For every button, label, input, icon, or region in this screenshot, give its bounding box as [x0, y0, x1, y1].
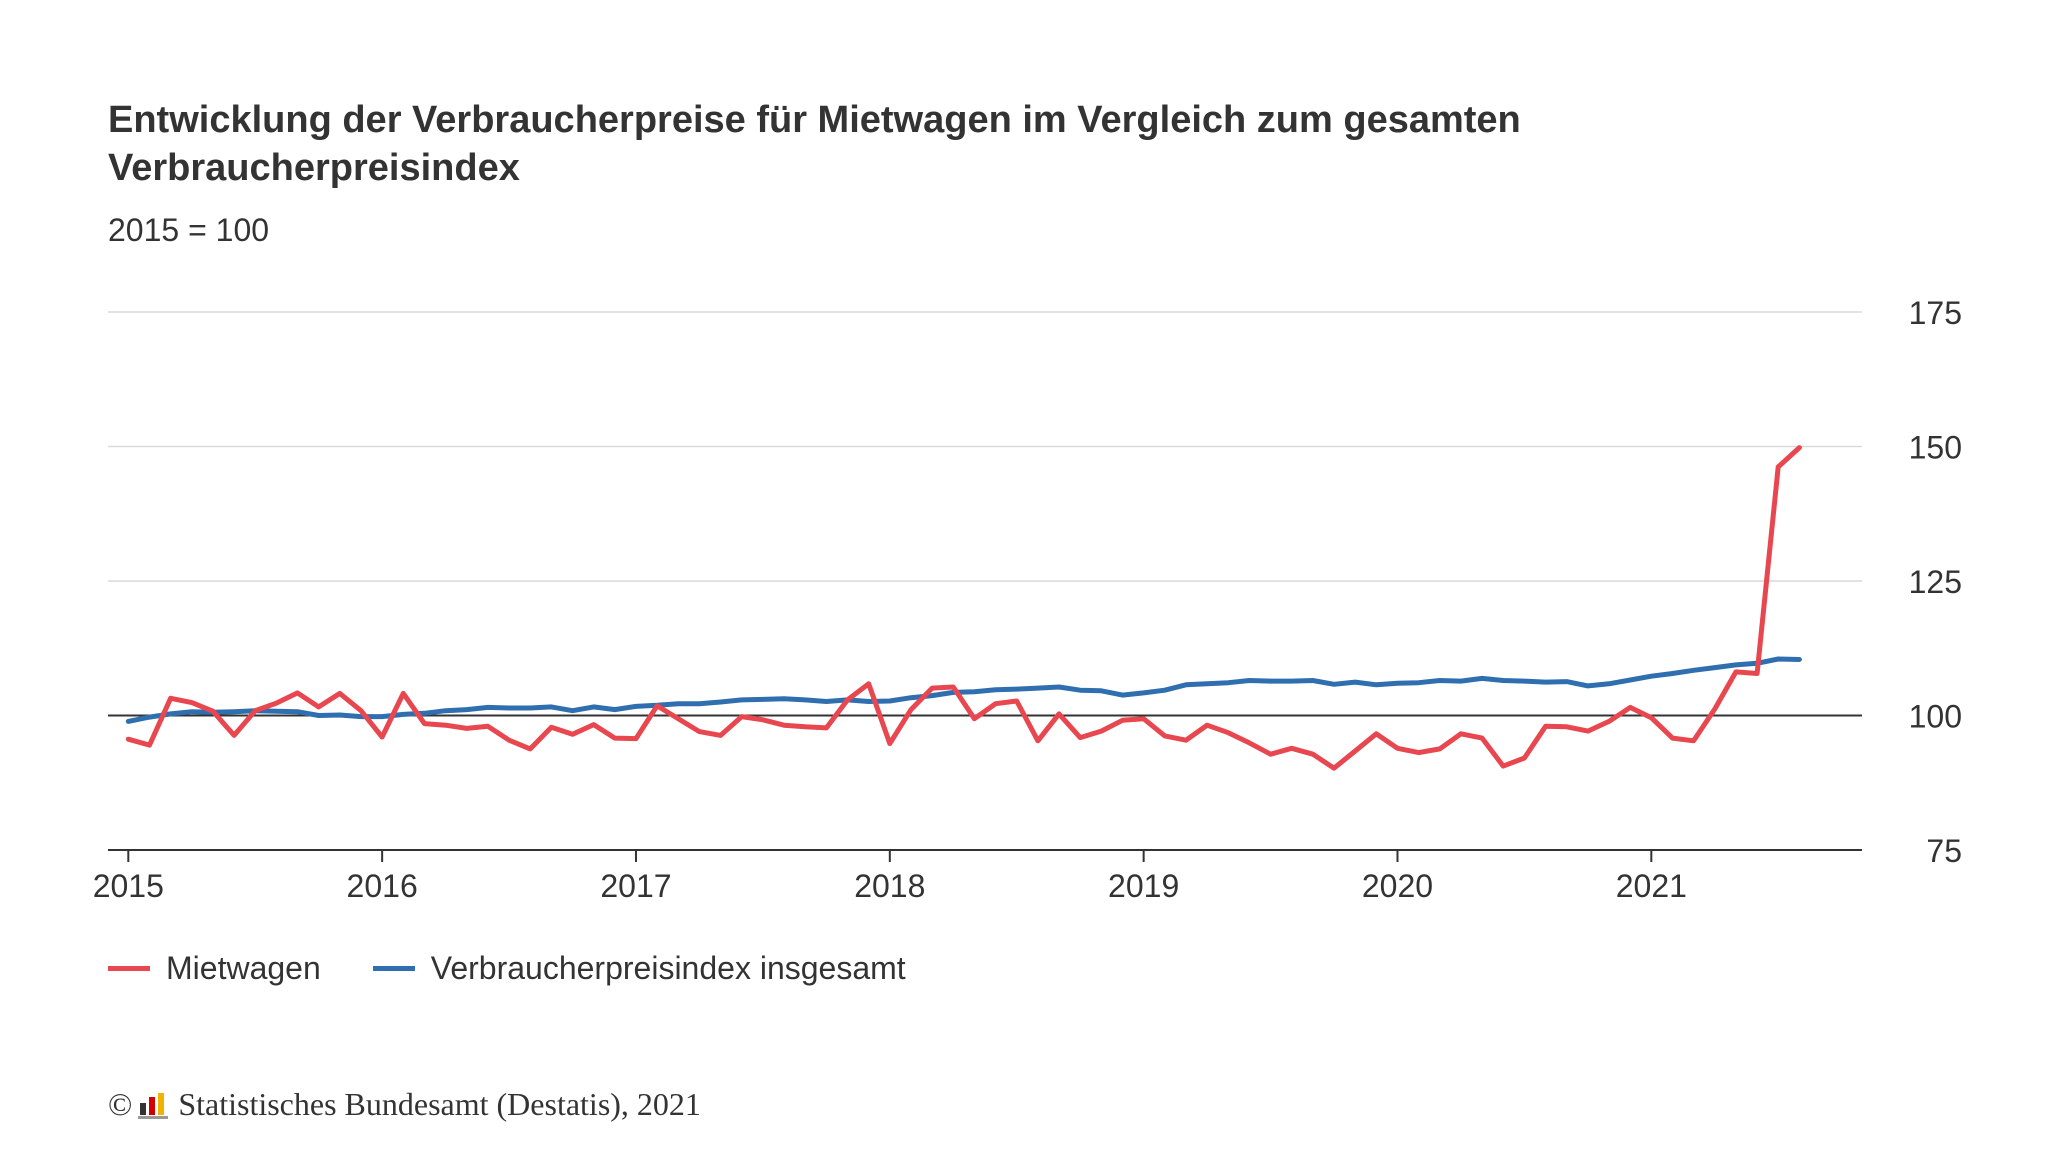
- x-tick-label-2016: 2016: [347, 868, 418, 904]
- destatis-logo-icon: [138, 1091, 169, 1119]
- x-tick-label-2021: 2021: [1616, 868, 1687, 904]
- series-line-vpi: [125, 656, 1802, 724]
- legend-item-mietwagen: Mietwagen: [108, 950, 321, 987]
- x-tick-label-2020: 2020: [1362, 868, 1433, 904]
- x-tick-label-2018: 2018: [854, 868, 925, 904]
- copyright-symbol: ©: [108, 1086, 133, 1122]
- credit-text: Statistisches Bundesamt (Destatis), 2021: [178, 1086, 701, 1122]
- legend-swatch-vpi: [372, 966, 415, 971]
- y-tick-label-100: 100: [1909, 699, 1962, 735]
- legend: Mietwagen Verbraucherpreisindex insgesam…: [108, 950, 958, 987]
- y-tick-label-175: 175: [1909, 295, 1962, 331]
- chart-subtitle: 2015 = 100: [108, 212, 270, 248]
- y-tick-label-150: 150: [1909, 430, 1962, 466]
- legend-label-mietwagen: Mietwagen: [166, 950, 321, 986]
- legend-swatch-mietwagen: [108, 966, 150, 971]
- y-tick-label-75: 75: [1926, 833, 1962, 869]
- x-tick-label-2015: 2015: [93, 868, 164, 904]
- x-axis: 2015 2016 2017 2018 2019 2020 2021: [93, 849, 1862, 904]
- x-tick-label-2019: 2019: [1108, 868, 1179, 904]
- chart-title: Entwicklung der Verbraucherpreise für Mi…: [108, 99, 1521, 189]
- x-tick-label-2017: 2017: [600, 868, 671, 904]
- source-credit: © Statistisches Bundesamt (Destatis), 20…: [108, 1086, 701, 1123]
- legend-label-vpi: Verbraucherpreisindex insgesamt: [430, 950, 906, 986]
- y-axis-labels: 75 100 125 150 175: [1909, 295, 1962, 869]
- series-line-mietwagen: [125, 445, 1802, 771]
- legend-item-vpi: Verbraucherpreisindex insgesamt: [372, 950, 906, 987]
- y-tick-label-125: 125: [1909, 564, 1962, 600]
- series-layer: [125, 445, 1802, 771]
- grid-layer: [108, 311, 1862, 717]
